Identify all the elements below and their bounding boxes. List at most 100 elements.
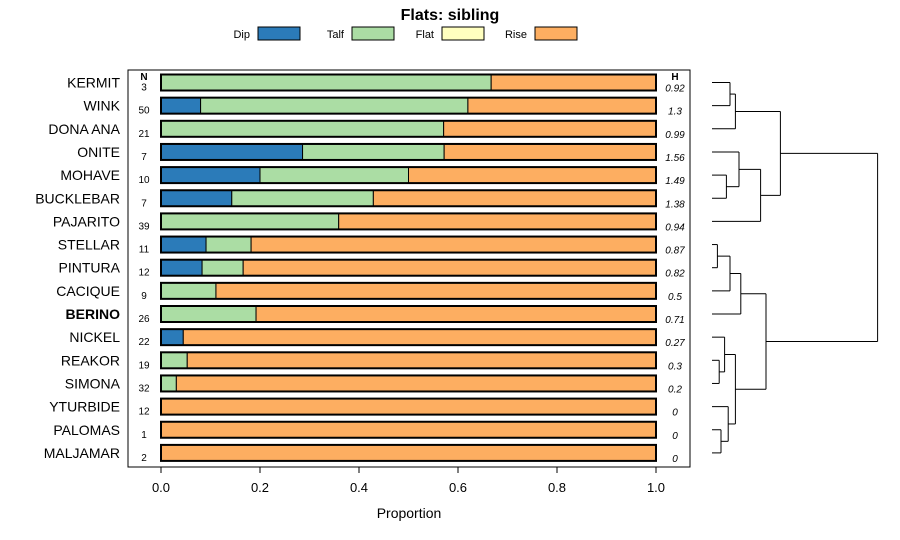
bar-segment-talf-cacique: [160, 282, 217, 300]
dendrogram: [712, 82, 879, 454]
bar-segment-talf-pintura: [201, 259, 244, 277]
bar-segment-rise-yturbide: [160, 398, 657, 416]
n-value-simona: 32: [138, 383, 150, 394]
bar-segment-dip-pintura: [160, 259, 203, 277]
plot-frame: [127, 69, 691, 468]
legend-swatch-flat: [441, 26, 485, 41]
bar-segment-rise-mohave: [408, 166, 657, 184]
n-value-mohave: 10: [138, 175, 150, 186]
x-tick-label-0: 0.0: [152, 480, 170, 495]
row-label-cacique: CACIQUE: [56, 283, 120, 299]
legend-label-flat: Flat: [416, 29, 434, 41]
h-column-header: H: [671, 72, 678, 83]
x-tick-label-3: 0.6: [449, 480, 467, 495]
bar-outline-wink: [160, 96, 657, 115]
n-value-yturbide: 12: [138, 407, 150, 418]
bar-outline-stellar: [160, 235, 657, 254]
bar-segment-rise-pintura: [242, 259, 657, 277]
legend: Dip Talf Flat Rise: [233, 26, 578, 41]
row-label-stellar: STELLAR: [58, 237, 120, 253]
n-value-palomas: 1: [141, 430, 147, 441]
h-value-mohave: 1.49: [665, 176, 685, 187]
bar-segment-rise-cacique: [215, 282, 657, 300]
row-label-bucklebar: BUCKLEBAR: [35, 190, 120, 206]
bar-segment-talf-bucklebar: [231, 189, 374, 207]
x-tick-label-1: 0.2: [251, 480, 269, 495]
x-tick-label-5: 1.0: [647, 480, 665, 495]
n-value-nickel: 22: [138, 337, 150, 348]
row-label-mohave: MOHAVE: [60, 167, 120, 183]
bar-segment-rise-wink: [467, 97, 657, 115]
bar-outline-berino: [160, 305, 657, 323]
bar-segment-dip-wink: [160, 97, 202, 115]
bar-segment-talf-mohave: [259, 166, 409, 184]
row-label-palomas: PALOMAS: [53, 422, 120, 438]
n-value-bucklebar: 7: [141, 198, 147, 209]
bar-segment-talf-simona: [160, 374, 177, 392]
bar-segment-talf-reakor: [160, 351, 188, 369]
h-value-cacique: 0.5: [668, 292, 682, 303]
bar-segment-talf-wink: [200, 97, 469, 115]
row-label-pintura: PINTURA: [59, 260, 121, 276]
n-value-cacique: 9: [141, 291, 147, 302]
bar-segment-rise-kermit: [490, 74, 657, 91]
bar-segment-rise-dona-ana: [443, 120, 657, 138]
h-value-maljamar: 0: [672, 454, 678, 465]
bar-segment-dip-stellar: [160, 236, 207, 254]
bar-segment-rise-simona: [175, 374, 657, 392]
bar-outline-kermit: [160, 73, 657, 92]
h-value-reakor: 0.3: [668, 361, 682, 372]
bar-segment-rise-reakor: [186, 351, 657, 369]
h-value-kermit: 0.92: [665, 84, 685, 95]
legend-swatch-dip: [257, 26, 301, 41]
row-label-wink: WINK: [83, 98, 120, 114]
bar-segment-rise-nickel: [182, 328, 657, 346]
row-label-reakor: REAKOR: [61, 352, 120, 368]
n-value-stellar: 11: [139, 245, 150, 256]
bar-segment-talf-kermit: [160, 74, 492, 91]
row-label-simona: SIMONA: [65, 375, 121, 391]
x-tick-label-2: 0.4: [350, 480, 368, 495]
n-value-reakor: 19: [138, 360, 150, 371]
bar-segment-dip-nickel: [160, 328, 184, 346]
bar-segment-rise-bucklebar: [372, 189, 657, 207]
h-value-stellar: 0.87: [665, 246, 685, 257]
bar-outline-nickel: [160, 328, 657, 347]
legend-label-dip: Dip: [233, 29, 250, 41]
bar-segment-talf-berino: [160, 305, 257, 323]
bar-segment-rise-maljamar: [160, 444, 657, 462]
row-label-maljamar: MALJAMAR: [44, 445, 120, 461]
bar-segment-rise-stellar: [250, 236, 657, 254]
row-label-dona-ana: DONA ANA: [48, 121, 120, 137]
n-value-pintura: 12: [138, 268, 150, 279]
h-value-palomas: 0: [672, 431, 678, 442]
h-value-berino: 0.71: [665, 315, 684, 326]
legend-swatch-talf: [351, 26, 395, 41]
row-label-yturbide: YTURBIDE: [49, 399, 120, 415]
h-value-nickel: 0.27: [665, 338, 685, 349]
bar-outline-palomas: [160, 420, 657, 439]
bar-segment-talf-stellar: [205, 236, 252, 254]
bar-outline-bucklebar: [160, 189, 657, 208]
bar-segment-rise-palomas: [160, 421, 657, 439]
row-label-berino: BERINO: [66, 306, 121, 322]
n-value-dona-ana: 21: [138, 129, 150, 140]
h-value-pajarito: 0.94: [665, 222, 685, 233]
bar-outline-reakor: [160, 351, 657, 370]
bar-outline-yturbide: [160, 397, 657, 416]
bar-outline-simona: [160, 374, 657, 393]
bar-segment-dip-onite: [160, 143, 304, 161]
chart-title: Flats: sibling: [401, 7, 500, 24]
n-value-kermit: 3: [141, 83, 147, 94]
bar-outline-dona-ana: [160, 119, 657, 138]
x-tick-label-4: 0.8: [548, 480, 566, 495]
bar-segment-talf-onite: [302, 143, 445, 161]
bar-outline-pintura: [160, 258, 657, 277]
bar-segment-dip-mohave: [160, 166, 261, 184]
h-value-dona-ana: 0.99: [665, 130, 685, 141]
n-value-berino: 26: [138, 314, 150, 325]
legend-label-talf: Talf: [327, 29, 345, 41]
bar-outline-maljamar: [160, 443, 657, 462]
legend-label-rise: Rise: [505, 29, 527, 41]
